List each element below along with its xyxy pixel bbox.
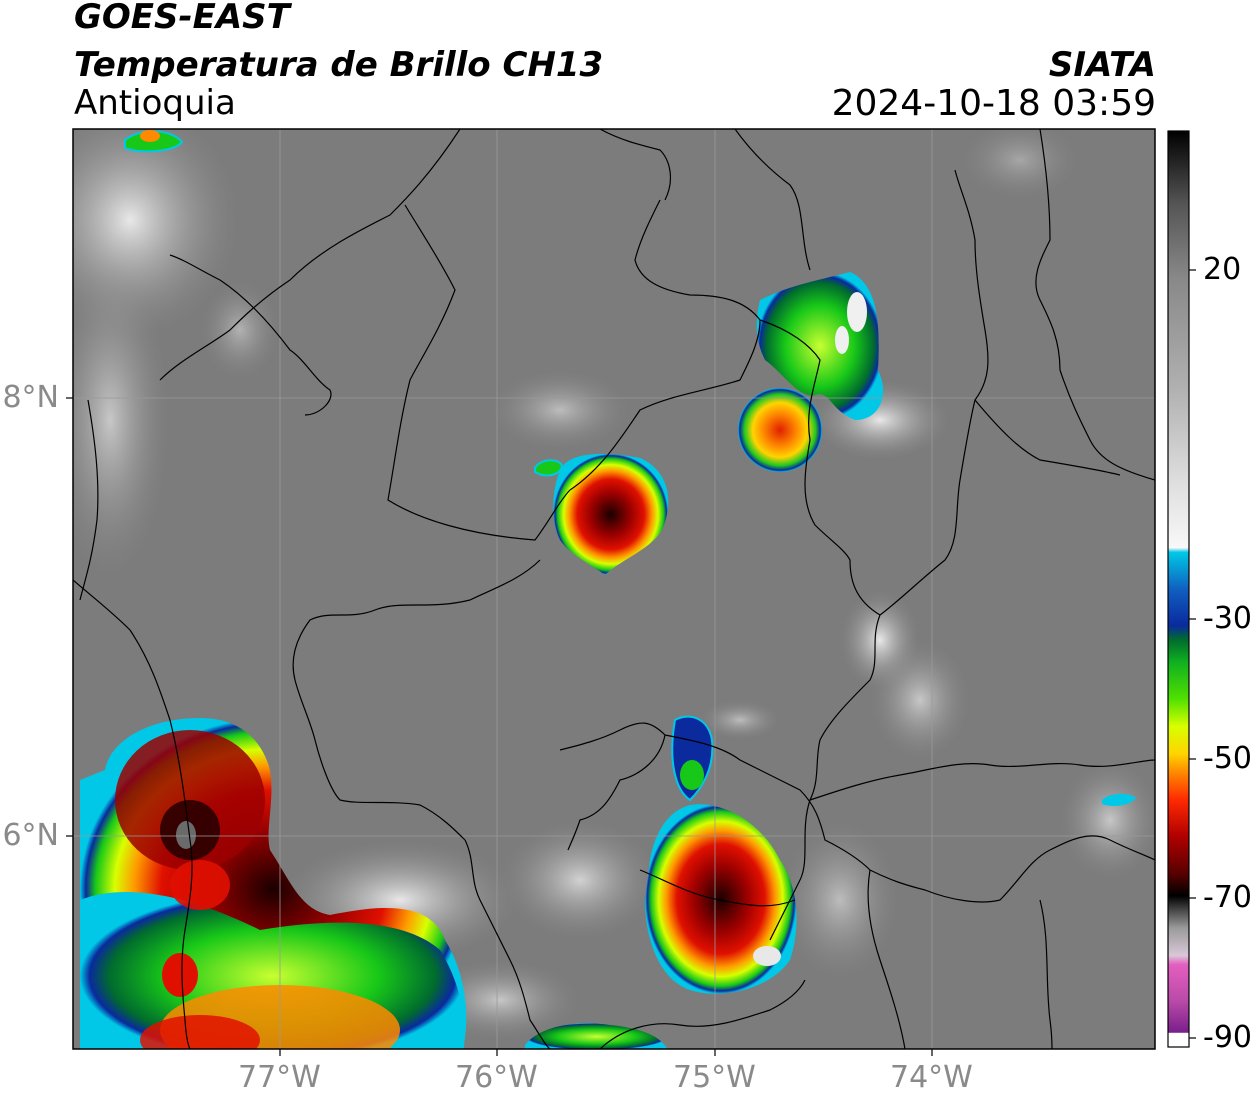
lon-label-75w: 75°W <box>673 1060 756 1095</box>
colorbar-label-20: 20 <box>1203 252 1242 287</box>
region-label: Antioquia <box>74 83 236 123</box>
colorbar <box>1168 131 1189 1047</box>
colorbar-label-minus30: -30 <box>1203 601 1252 636</box>
lon-label-74w: 74°W <box>890 1060 973 1095</box>
product-title: Temperatura de Brillo CH13 <box>74 45 604 85</box>
colorbar-ticks <box>1189 269 1196 1039</box>
axis-ticks <box>66 397 933 1056</box>
colorbar-label-minus90: -90 <box>1203 1020 1252 1055</box>
satellite-title: GOES-EAST <box>74 0 290 37</box>
timestamp-label: 2024-10-18 03:59 <box>831 83 1156 124</box>
agency-label: SIATA <box>1048 45 1156 85</box>
colorbar-label-minus50: -50 <box>1203 741 1252 776</box>
colorbar-frame <box>1167 130 1190 1048</box>
lon-label-77w: 77°W <box>238 1060 321 1095</box>
graticule <box>73 129 1155 1049</box>
administrative-borders <box>73 129 1155 1049</box>
colorbar-label-minus70: -70 <box>1203 880 1252 915</box>
lat-label-6n: 6°N <box>2 818 59 853</box>
lon-label-76w: 76°W <box>455 1060 538 1095</box>
lat-label-8n: 8°N <box>2 380 59 415</box>
map-frame <box>72 128 1156 1050</box>
brightness-temperature-field <box>73 129 1155 1049</box>
